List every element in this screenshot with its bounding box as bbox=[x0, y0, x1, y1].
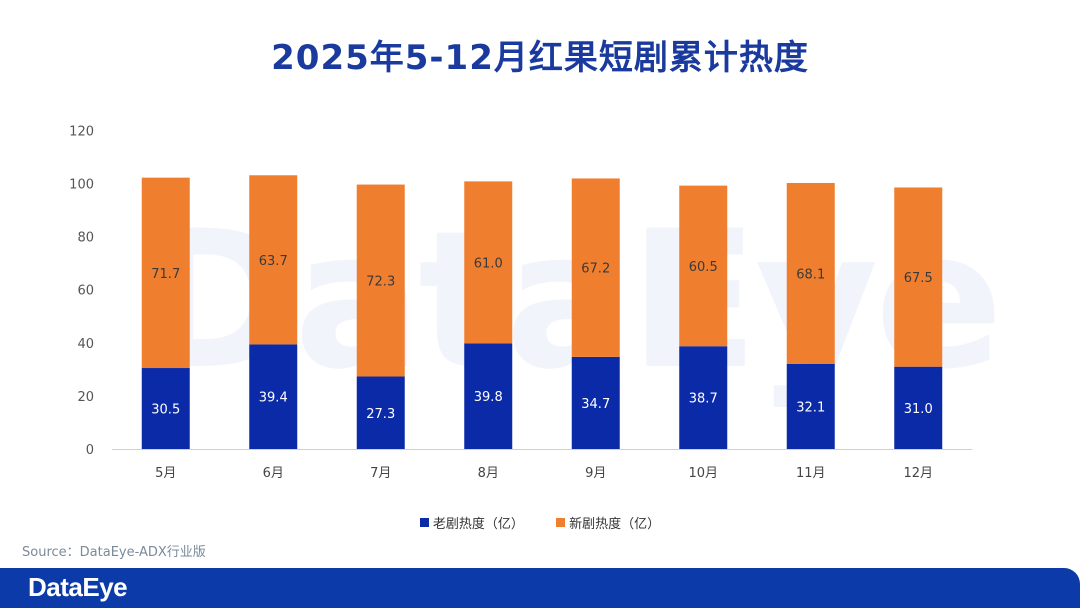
source-note: Source：DataEye-ADX行业版 bbox=[22, 545, 206, 560]
y-tick-label: 0 bbox=[86, 443, 94, 458]
bar-old-segment bbox=[141, 368, 190, 449]
bar-new-segment bbox=[786, 182, 835, 364]
stacked-bar-chart: 0 20 40 60 80 100 120 30.5 71.7 5月 39.4 63.7 6月 27.3 7… bbox=[69, 124, 972, 481]
bar-old-segment bbox=[679, 346, 728, 449]
chart-legend: 老剧热度（亿） 新剧热度（亿） bbox=[0, 513, 1080, 532]
bar-new-segment bbox=[356, 184, 405, 377]
data-label-new: 60.5 bbox=[689, 260, 718, 275]
data-label-old: 27.3 bbox=[366, 407, 395, 422]
bar-new-segment bbox=[679, 185, 728, 347]
bar-old-segment bbox=[464, 343, 513, 449]
data-label-new: 63.7 bbox=[259, 254, 288, 269]
legend-label-old: 老剧热度（亿） bbox=[432, 517, 524, 532]
bar-old-segment bbox=[571, 356, 620, 449]
x-tick-label: 12月 bbox=[903, 466, 933, 481]
x-tick-label: 5月 bbox=[155, 466, 176, 481]
bar-old-segment bbox=[356, 376, 405, 449]
bar-old-segment bbox=[894, 366, 943, 449]
y-tick-label: 100 bbox=[69, 178, 94, 193]
bar-old-segment bbox=[249, 344, 298, 449]
legend-label-new: 新剧热度（亿） bbox=[569, 517, 661, 532]
data-label-new: 67.2 bbox=[581, 262, 610, 277]
data-label-new: 61.0 bbox=[474, 256, 503, 271]
bar-new-segment bbox=[141, 177, 190, 369]
y-tick-label: 40 bbox=[77, 337, 94, 352]
chart-title: 2025年5-12月红果短剧累计热度 bbox=[271, 38, 809, 78]
legend-swatch-new bbox=[556, 518, 566, 527]
x-tick-label: 9月 bbox=[585, 466, 606, 481]
bar-new-segment bbox=[464, 181, 513, 344]
y-tick-label: 60 bbox=[77, 284, 94, 299]
y-tick-label: 80 bbox=[77, 231, 94, 246]
legend-item-old: 老剧热度（亿） bbox=[419, 513, 524, 532]
bar-new-segment bbox=[249, 175, 298, 345]
x-tick-label: 7月 bbox=[370, 466, 391, 481]
legend-swatch-old bbox=[419, 518, 429, 527]
data-label-old: 38.7 bbox=[689, 392, 718, 407]
footer-logo: DataEye bbox=[28, 572, 128, 602]
x-tick-label: 10月 bbox=[688, 466, 718, 481]
data-label-new: 71.7 bbox=[151, 267, 180, 282]
data-label-new: 72.3 bbox=[366, 275, 395, 290]
data-label-new: 67.5 bbox=[904, 271, 933, 286]
bar-new-segment bbox=[894, 187, 943, 367]
bar-old-segment bbox=[786, 363, 835, 449]
y-tick-label: 20 bbox=[77, 390, 94, 405]
data-label-old: 39.4 bbox=[259, 391, 288, 406]
data-label-old: 31.0 bbox=[904, 402, 933, 417]
footer-bar: DataEye bbox=[0, 568, 1080, 608]
x-tick-label: 11月 bbox=[796, 466, 826, 481]
y-tick-label: 120 bbox=[69, 124, 94, 139]
x-tick-label: 6月 bbox=[263, 466, 284, 481]
bar-new-segment bbox=[571, 178, 620, 357]
data-label-old: 39.8 bbox=[474, 390, 503, 405]
x-tick-label: 8月 bbox=[478, 466, 499, 481]
data-label-old: 30.5 bbox=[151, 403, 180, 418]
legend-item-new: 新剧热度（亿） bbox=[556, 513, 660, 532]
data-label-old: 32.1 bbox=[796, 400, 825, 415]
data-label-old: 34.7 bbox=[581, 397, 610, 412]
data-label-new: 68.1 bbox=[796, 267, 825, 282]
